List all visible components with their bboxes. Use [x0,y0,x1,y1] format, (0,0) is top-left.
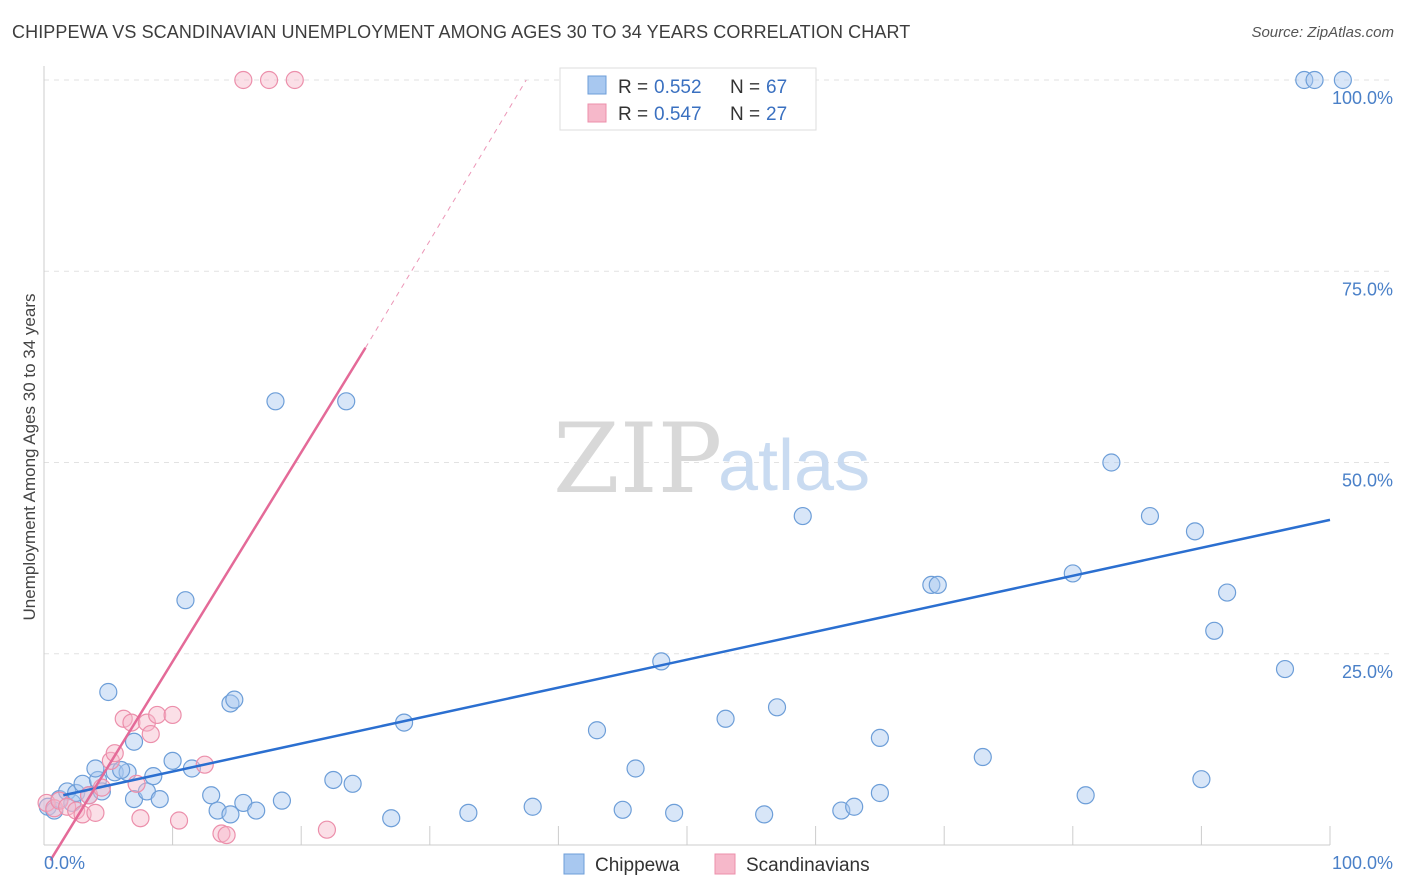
y-tick-label-2: 75.0% [1342,279,1393,299]
chippewa-point-28 [523,797,542,816]
chippewa-point-47 [626,759,645,778]
legend-n-value-1: 67 [766,77,787,98]
watermark: ZIP atlas [553,403,870,515]
y-tick-label-1: 50.0% [1342,471,1393,491]
x-tick-label-1: 100.0% [1332,853,1393,873]
y-tick-label-3: 100.0% [1332,88,1393,108]
legend-n-label-1: N = [730,77,760,98]
data-points [37,70,1352,845]
bottom-legend-label-scandinavians: Scandinavians [746,855,870,876]
scandinavians-point-16 [141,724,160,744]
scandinavians-point-22 [217,825,236,845]
watermark-atlas: atlas [718,426,870,506]
scandinavians-point-24 [234,70,253,90]
chippewa-point-64 [1333,70,1352,90]
chippewa-point-63 [1305,70,1324,90]
chippewa-point-27 [459,803,478,822]
trend-lines [49,79,1331,861]
y-tick-label-0: 25.0% [1342,662,1393,682]
chippewa-point-50 [767,698,787,717]
chippewa-point-39 [124,732,144,751]
chippewa-point-22 [247,801,266,820]
chippewa-trend-line [63,518,1331,797]
legend-swatch-scandinavians [587,103,607,123]
scandinavians-point-7 [86,803,105,822]
chippewa-point-34 [1076,786,1095,805]
chippewa-point-29 [613,800,632,819]
chippewa-point-20 [221,805,240,824]
scandinavians-point-18 [163,705,182,725]
chippewa-point-51 [793,506,812,526]
chippewa-point-54 [928,575,947,595]
y-tick-labels: 25.0% 50.0% 75.0% 100.0% [1332,88,1393,682]
scandinavians-point-23 [317,820,337,839]
scandinavians-point-25 [259,70,279,90]
chippewa-point-25 [343,774,362,793]
chippewa-point-65 [86,759,105,778]
bottom-legend-swatch-scandinavians [714,853,736,875]
y-axis-label: Unemployment Among Ages 30 to 34 years [20,294,39,621]
chippewa-point-37 [845,797,864,816]
chippewa-point-56 [1102,453,1121,472]
chippewa-point-15 [150,789,169,809]
chippewa-point-59 [1205,621,1224,640]
scandinavians-point-14 [131,809,150,828]
bottom-legend-swatch-chippewa [563,853,585,875]
chippewa-point-23 [272,791,292,810]
chippewa-point-66 [112,760,131,780]
chippewa-point-26 [382,809,401,828]
axes [43,66,1331,846]
x-tick-labels: 0.0% 100.0% [44,853,1393,873]
legend-r-value-2: 0.547 [654,104,702,125]
legend-n-label-2: N = [730,104,760,125]
legend-swatch-chippewa [587,75,607,95]
watermark-zip: ZIP [553,403,722,515]
chippewa-point-31 [755,805,774,824]
chippewa-point-57 [1140,506,1160,526]
grid-lines [44,79,1390,655]
chippewa-point-61 [1275,659,1295,679]
legend-box: R = 0.552 N = 67 R = 0.547 N = 27 [559,67,817,131]
chippewa-point-58 [1185,522,1205,541]
legend-n-value-2: 27 [766,104,787,125]
bottom-legend: Chippewa Scandinavians [563,853,870,876]
chippewa-point-62 [1295,70,1314,90]
chippewa-point-32 [870,783,890,803]
chippewa-point-33 [973,747,992,767]
chippewa-point-53 [922,575,941,595]
chippewa-point-30 [665,803,684,822]
chippewa-point-35 [1192,770,1211,789]
legend-r-value-1: 0.552 [654,77,702,98]
chart-title: CHIPPEWA VS SCANDINAVIAN UNEMPLOYMENT AM… [12,22,911,42]
source-label: Source: ZipAtlas.com [1251,24,1394,41]
scandinavians-point-12 [122,713,141,732]
x-tick-label-0: 0.0% [44,853,85,873]
scandinavians-point-3 [58,797,77,816]
scandinavians-point-15 [137,713,156,732]
chippewa-point-46 [587,721,607,740]
scandinavians-point-17 [148,705,167,725]
chippewa-point-49 [716,709,735,728]
scandinavians-trend-line [49,347,367,861]
scandinavians-trend-extension [365,79,527,349]
chippewa-point-42 [225,690,244,709]
bottom-legend-label-chippewa: Chippewa [595,855,680,876]
chippewa-point-16 [163,751,182,770]
chippewa-point-18 [202,786,221,805]
chippewa-point-24 [324,770,343,790]
chippewa-point-44 [337,392,356,411]
chippewa-point-60 [1218,583,1237,602]
scandinavians-point-26 [285,70,304,90]
chippewa-point-52 [870,728,890,748]
legend-r-label-1: R = [618,77,648,98]
chippewa-point-43 [266,392,285,411]
chippewa-point-38 [99,682,118,702]
legend-r-label-2: R = [618,104,648,125]
chippewa-point-40 [176,591,195,610]
scandinavians-point-19 [169,811,189,830]
